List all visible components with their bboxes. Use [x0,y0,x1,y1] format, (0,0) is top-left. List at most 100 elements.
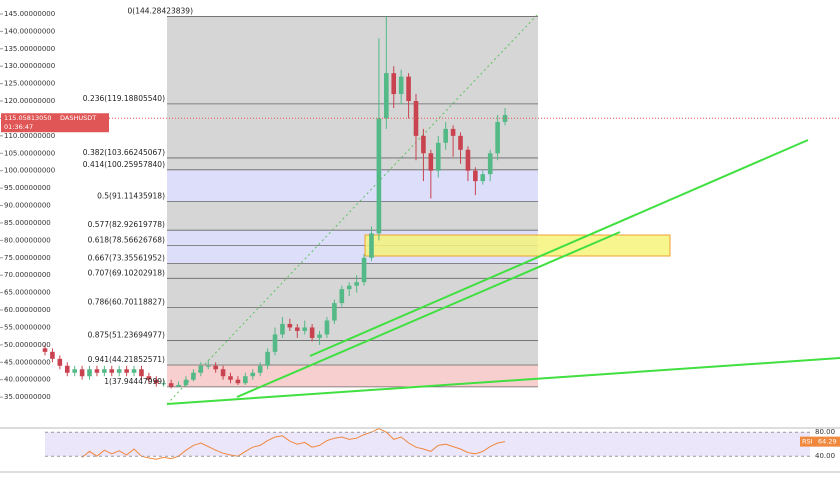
candle-body [391,73,397,95]
candle-body [257,365,263,373]
fib-label: 0.618(78.56626768) [88,235,165,244]
y-tick-label: 140.00000000 [4,27,55,35]
candle-body [42,348,48,352]
fib-label: 0.236(119.18805540) [83,94,165,103]
last-price-tag [1,113,109,133]
candle-body [428,153,434,171]
candle-body [161,383,167,385]
y-tick-label: 60.00000000 [4,306,51,314]
fib-zone [167,103,538,158]
candle-body [398,76,404,95]
candle-body [339,289,345,304]
candle-body [72,369,77,373]
candle-body [168,383,174,387]
y-tick-label: 130.00000000 [4,62,55,70]
candle-body [146,376,152,380]
candle-body [228,376,233,380]
rsi-band [45,432,810,457]
candle-body [309,327,315,338]
fib-zone [167,340,538,366]
candle-body [220,369,226,377]
candle-body [250,372,256,377]
candle-body [79,369,85,377]
countdown-label: 01:36:47 [4,123,33,131]
fib-label: 0.707(69.10202918) [88,268,165,277]
fib-label: 1(37.94447999) [104,377,165,386]
fib-label: 0.414(100.25957840) [83,160,165,169]
fib-zone [167,307,538,341]
candle-body [435,142,441,171]
candle-body [154,379,159,384]
candle-body [272,334,278,352]
candle-body [87,369,92,377]
candle-body [361,257,367,283]
trend-line [309,139,809,357]
highlight-zone [364,234,671,257]
candle-body [287,323,293,328]
candle-body [421,135,426,154]
candle-body [191,372,196,380]
candle-body [376,118,382,234]
candle-body [109,369,115,373]
candle-body [57,358,63,366]
trend-line [236,231,621,398]
candle-body [235,379,241,384]
candle-body [480,174,486,182]
candle-body [116,369,122,373]
candle-body [443,128,448,143]
fib-zone [167,157,538,170]
candle-body [124,369,129,373]
last-price-label: 115.05813050 [4,114,52,122]
y-tick-label: 35.00000000 [4,393,51,401]
y-tick-label: 65.00000000 [4,289,51,297]
y-tick-label: 50.00000000 [4,341,51,349]
fib-zone [167,278,538,308]
trend-line [166,357,840,405]
y-tick-label: 85.00000000 [4,219,51,227]
y-tick-label: 75.00000000 [4,254,51,262]
candle-body [265,351,270,366]
y-tick-label: 110.00000000 [4,132,55,140]
fib-label: 0.941(44.21852571) [88,355,165,364]
candle-body [487,153,493,175]
candle-body [302,327,307,331]
candle-body [183,379,189,385]
candle-body [294,327,300,331]
candle-body [369,233,374,258]
fib-label: 0.786(60.70118827) [88,298,165,307]
symbol-label: DASHUSDT [60,114,96,122]
candle-body [324,320,330,335]
fib-label: 0.5(91.11435918) [97,192,165,201]
y-tick-label: 95.00000000 [4,184,51,192]
candle-body [64,365,70,373]
y-tick-label: 45.00000000 [4,358,51,366]
fib-zone [167,201,538,231]
candle-body [473,170,478,182]
candle-body [243,376,248,384]
rsi-tag [800,436,840,447]
fib-label: 0.577(82.92619778) [88,220,165,229]
y-tick-label: 80.00000000 [4,236,51,244]
y-tick-label: 125.00000000 [4,80,55,88]
candle-body [205,365,211,367]
fib-label: 0(144.28423839) [128,6,194,15]
rsi-tick-label: 80.00 [815,428,835,436]
rsi-name: RSI [802,438,813,446]
candle-body [354,282,359,286]
rsi-value: 64.29 [818,438,837,446]
candle-body [495,121,500,154]
y-tick-label: 105.00000000 [4,149,55,157]
candle-body [280,323,285,335]
y-tick-label: 55.00000000 [4,323,51,331]
candle-body [450,128,456,136]
y-tick-label: 90.00000000 [4,202,51,210]
candle-body [139,369,144,377]
y-tick-label: 145.00000000 [4,10,55,18]
candle-body [131,369,137,373]
rsi-line [81,428,506,460]
y-tick-label: 40.00000000 [4,376,51,384]
fib-zone [167,16,538,104]
y-tick-label: 120.00000000 [4,97,55,105]
candle-body [465,149,471,171]
